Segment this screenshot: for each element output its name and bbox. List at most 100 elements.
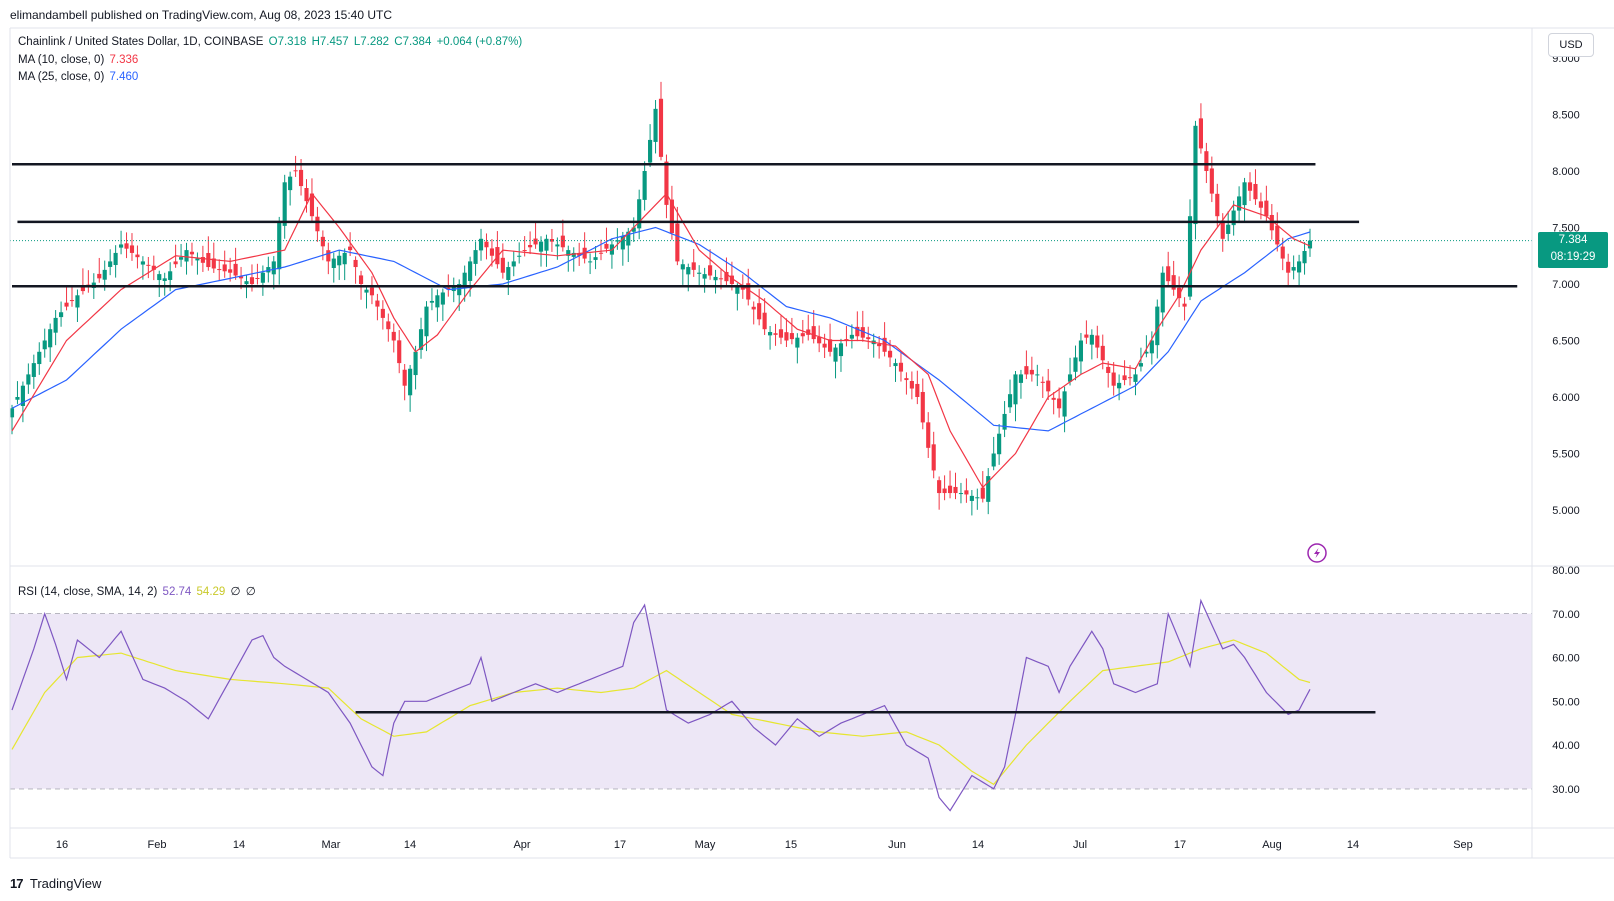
candle	[849, 324, 854, 349]
candle	[331, 252, 336, 283]
tradingview-brand[interactable]: 17 TradingView	[10, 876, 101, 891]
brand-name: TradingView	[29, 876, 102, 891]
candle	[489, 238, 495, 267]
candle	[1231, 200, 1236, 236]
candle	[1018, 369, 1024, 399]
candle	[391, 323, 396, 353]
candle	[495, 231, 500, 269]
candle	[435, 289, 440, 322]
candle	[1198, 103, 1203, 154]
candle	[408, 364, 413, 412]
candle	[1297, 254, 1302, 287]
price-axis[interactable]: 9.0008.5008.0007.5007.0006.5006.0005.500…	[1552, 53, 1580, 517]
candle	[560, 219, 565, 252]
rsi-legend[interactable]: RSI (14, close, SMA, 14, 2) 52.74 54.29 …	[18, 584, 258, 598]
candle	[1127, 365, 1133, 386]
candle	[833, 343, 838, 379]
bar-countdown: 08:19:29	[1550, 251, 1596, 263]
candle	[544, 234, 549, 267]
candle	[566, 245, 571, 272]
candle	[593, 246, 598, 270]
time-tick-label: 17	[614, 839, 626, 851]
candle	[1106, 361, 1111, 388]
candle	[178, 243, 184, 267]
symbol-label: Chainlink / United States Dollar, 1D, CO…	[18, 36, 264, 48]
candle	[1286, 253, 1291, 286]
candle	[69, 285, 75, 307]
candle	[293, 155, 298, 177]
time-axis[interactable]: 16 Feb 14 Mar 14 Apr 17 May 15 Jun 14 Jul 17 Aug 14 Sep	[56, 839, 1473, 851]
candle	[866, 326, 871, 349]
ohlc-legend: Chainlink / United States Dollar, 1D, CO…	[18, 36, 524, 48]
candle	[119, 230, 124, 255]
candle	[713, 269, 718, 294]
rsi-axis[interactable]: 80.00 70.00 60.00 50.00 40.00 30.00	[1552, 565, 1580, 796]
rsi-tick-label: 50.00	[1552, 696, 1580, 708]
candle	[222, 250, 227, 278]
ma25-legend[interactable]: MA (25, close, 0) 7.460	[18, 71, 140, 83]
candle	[909, 371, 914, 400]
tradingview-logo-icon: 17	[10, 876, 24, 891]
time-tick-label: Feb	[148, 839, 167, 851]
candle	[451, 277, 456, 303]
high-value: H7.457	[311, 36, 349, 48]
time-tick-label: Sep	[1453, 839, 1473, 851]
candle	[757, 288, 762, 326]
candle	[1226, 211, 1231, 241]
candle	[380, 300, 385, 330]
candle	[233, 247, 238, 280]
candle	[206, 236, 211, 271]
candle	[1007, 379, 1013, 414]
rsi-value: 52.74	[162, 586, 192, 598]
candle	[397, 330, 402, 374]
candle	[1133, 367, 1138, 396]
time-tick-label: 15	[785, 839, 797, 851]
candle	[478, 228, 484, 261]
candle	[538, 236, 544, 267]
candle	[315, 206, 320, 242]
candle	[789, 317, 794, 345]
rsi-tick-label: 60.00	[1552, 653, 1580, 665]
candle	[31, 354, 36, 389]
candle	[309, 178, 315, 222]
price-tick-label: 8.000	[1552, 166, 1580, 178]
candle	[795, 333, 800, 364]
candle	[997, 424, 1002, 465]
candle	[1111, 362, 1116, 396]
candle	[260, 265, 265, 296]
currency-button[interactable]: USD	[1548, 33, 1594, 57]
candle	[402, 364, 407, 401]
time-tick-label: 16	[56, 839, 68, 851]
ma10-legend[interactable]: MA (10, close, 0) 7.336	[18, 54, 140, 66]
candle	[288, 171, 293, 206]
rsi-tick-label: 40.00	[1552, 740, 1580, 752]
price-tick-label: 5.000	[1552, 505, 1580, 517]
candle	[124, 232, 129, 259]
candle	[1166, 251, 1171, 288]
open-value: O7.318	[268, 36, 307, 48]
support-resistance-lines[interactable]	[12, 162, 1518, 288]
candle	[506, 261, 511, 296]
candle	[386, 313, 391, 342]
candle	[1095, 325, 1100, 359]
candle	[947, 470, 953, 499]
candle	[991, 436, 996, 471]
candle	[838, 338, 844, 372]
candle	[762, 298, 767, 335]
candle	[811, 310, 816, 344]
candle	[931, 431, 936, 479]
rsi-tick-label: 80.00	[1552, 565, 1580, 577]
candle	[484, 233, 489, 260]
candle	[64, 286, 69, 311]
candle	[217, 259, 222, 281]
candle	[1057, 387, 1062, 418]
candle	[637, 189, 642, 240]
flash-icon[interactable]	[1307, 543, 1327, 563]
time-tick-label: Aug	[1262, 839, 1282, 851]
candle	[669, 185, 674, 240]
candle	[282, 174, 287, 239]
candle	[1187, 199, 1193, 301]
candle	[113, 245, 118, 278]
rsi-sma-line	[11, 639, 1311, 786]
